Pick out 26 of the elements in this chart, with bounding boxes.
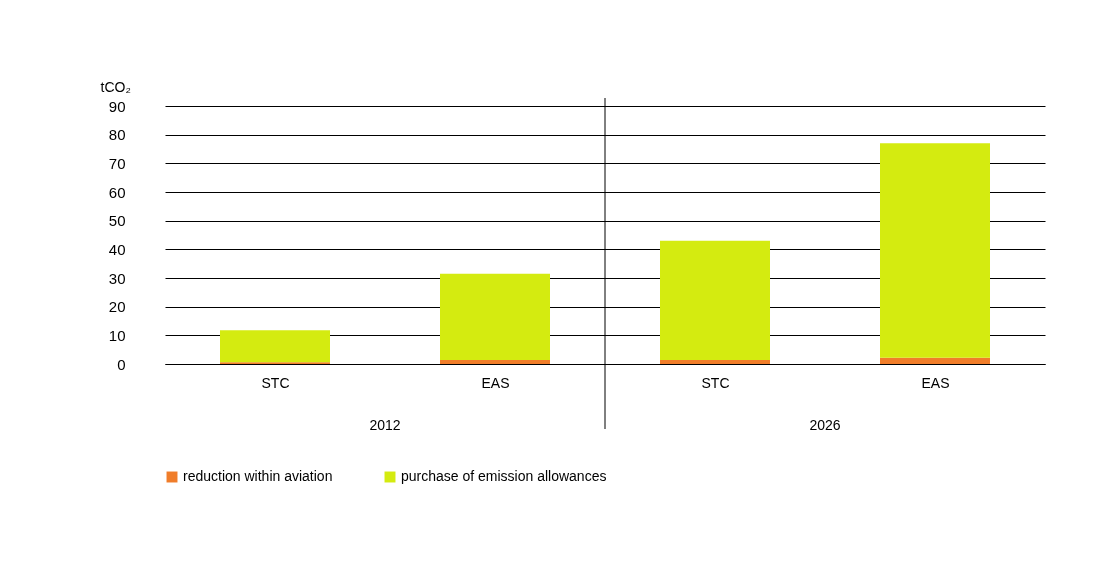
bar	[220, 330, 330, 363]
y-tick-label: 50	[108, 212, 126, 230]
x-tick-label: STC	[701, 374, 730, 391]
y-tick-label: 70	[108, 154, 126, 172]
y-tick-label: 0	[117, 355, 126, 373]
y-tick-label: 90	[108, 97, 126, 115]
y-tick-label: 60	[108, 183, 126, 201]
bar	[880, 143, 990, 358]
bar	[440, 273, 550, 360]
x-tick-label: EAS	[921, 374, 950, 391]
text: 2026	[809, 417, 841, 433]
y-tick-label: 80	[108, 126, 126, 144]
bar	[660, 359, 770, 364]
bar	[660, 240, 770, 360]
legend-label: purchase of emission allowances	[401, 468, 607, 484]
y-tick-label: 30	[108, 269, 126, 287]
legend-label: reduction within aviation	[183, 468, 333, 484]
x-tick-label: EAS	[481, 374, 510, 391]
bar	[880, 357, 990, 364]
bar	[440, 359, 550, 364]
text: 2012	[369, 417, 401, 433]
y-tick-label: 40	[108, 240, 126, 258]
y-tick-label: 10	[108, 326, 126, 344]
y-tick-label: 20	[108, 298, 126, 316]
y-axis-title: tCO₂	[100, 78, 131, 95]
x-tick-label: STC	[261, 374, 290, 391]
